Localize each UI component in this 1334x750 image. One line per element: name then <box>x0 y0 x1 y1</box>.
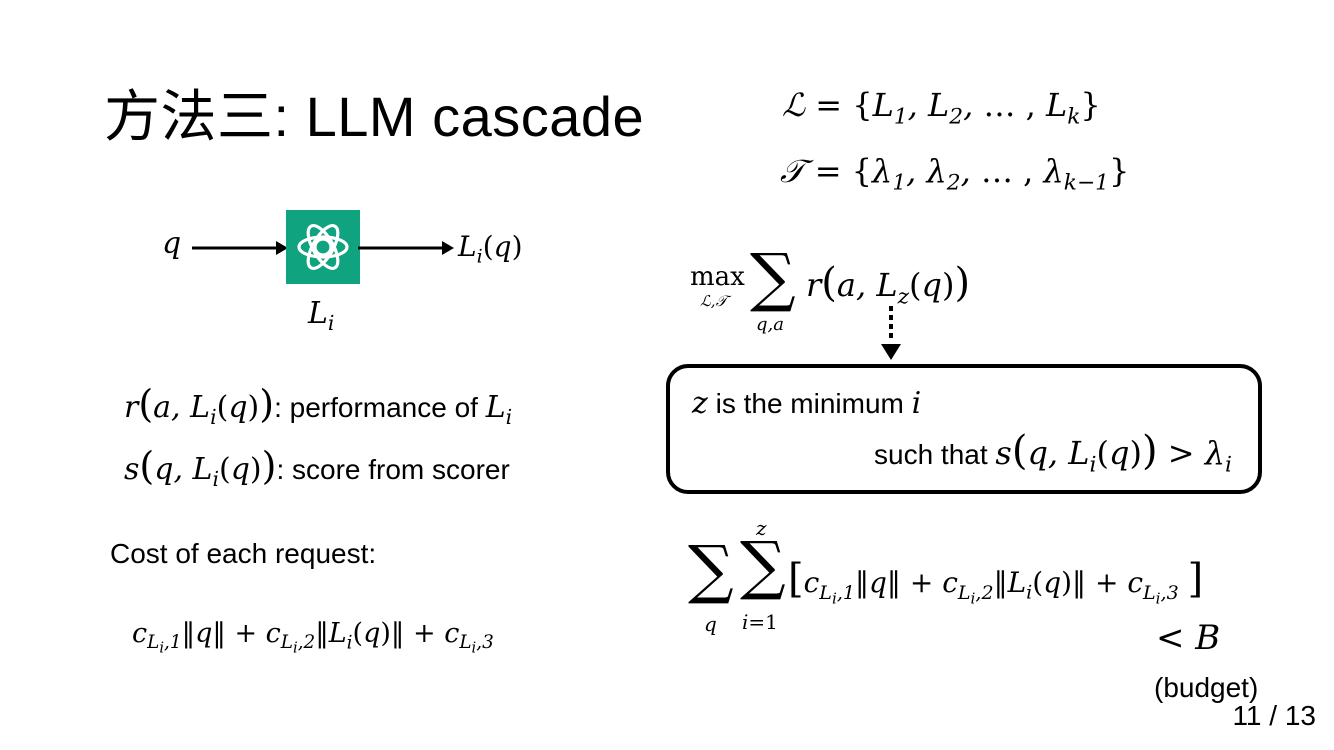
diagram-input-q: q <box>162 226 182 261</box>
constraint-line1: z is the minimum i <box>692 386 922 421</box>
threshold-set: 𝒯 = {λ1, λ2, … , λk−1} <box>780 152 1130 196</box>
budget-less-than: < B <box>1156 618 1221 658</box>
model-set: ℒ = {L1, L2, … , Lk} <box>782 86 1101 130</box>
budget-sum-i-top: z <box>756 516 767 540</box>
diagram-model-label: Li <box>308 296 335 336</box>
objective-max: max <box>690 262 745 292</box>
budget-label: (budget) <box>1154 672 1259 703</box>
constraint-line2: such that s(q, Li(q)) > λi <box>874 428 1232 478</box>
dotted-arrow <box>881 306 901 360</box>
cost-heading: Cost of each request: <box>110 538 377 569</box>
output-arrow <box>358 241 454 255</box>
budget-sum-i-sub: i=1 <box>742 610 778 634</box>
definition-r: r(a, Li(q)): performance of Li <box>124 382 513 430</box>
objective-max-sub: ℒ,𝒯 <box>700 292 728 310</box>
openai-logo-icon <box>286 210 360 284</box>
objective-term: r(a, Lz(q)) <box>806 260 971 310</box>
input-arrow <box>192 241 288 255</box>
slide-title: 方法三: LLM cascade <box>104 85 645 148</box>
definition-s: s(q, Li(q)): score from scorer <box>124 444 510 492</box>
budget-sum-q: ∑ <box>688 533 734 607</box>
objective-sum: ∑ <box>750 241 796 315</box>
constraint-box <box>666 364 1262 494</box>
budget-sum-i: ∑ <box>740 529 786 603</box>
cost-formula: cLi,1‖q‖ + cLi,2‖Li(q)‖ + cLi,3 <box>132 618 494 657</box>
diagram-output: Li(q) <box>458 230 523 268</box>
budget-cost-term: [cLi,1‖q‖ + cLi,2‖Li(q)‖ + cLi,3 ] <box>788 556 1204 608</box>
budget-sum-q-sub: q <box>704 612 717 636</box>
page-number: 11 / 13 <box>1232 700 1316 731</box>
objective-sum-sub: q,a <box>756 314 784 335</box>
